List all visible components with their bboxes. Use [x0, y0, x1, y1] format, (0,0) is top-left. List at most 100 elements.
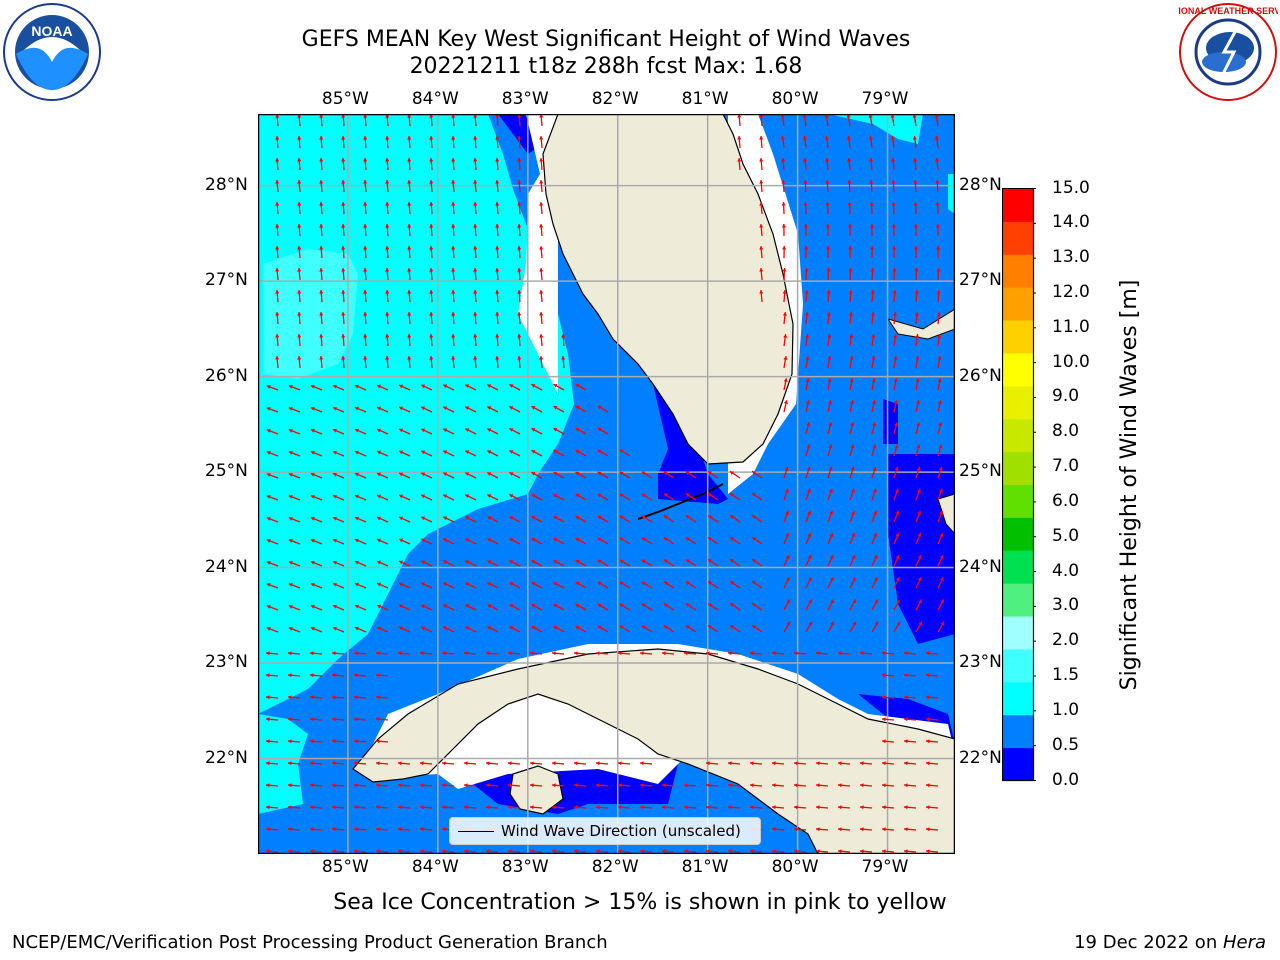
wind-vector: [341, 223, 346, 237]
wind-vector: [871, 444, 877, 457]
wind-vector: [451, 311, 456, 325]
wind-vector: [837, 783, 851, 788]
wind-vector: [827, 422, 833, 435]
wind-vector: [892, 289, 897, 303]
wind-vector: [539, 289, 544, 303]
wind-vector: [397, 849, 411, 854]
wind-vector: [407, 223, 412, 237]
wind-vector: [802, 114, 807, 127]
wind-vector: [595, 849, 609, 854]
wind-vector: [849, 444, 855, 457]
wind-vector: [804, 311, 809, 325]
colorbar-cell: [1002, 254, 1034, 288]
wind-vector: [914, 267, 919, 281]
wind-vector: [934, 136, 939, 149]
wind-vector: [441, 805, 455, 810]
wind-vector: [487, 515, 499, 523]
wind-vector: [539, 245, 544, 259]
wind-vector: [751, 536, 763, 545]
lon-label-top: 82°W: [591, 89, 639, 109]
wind-vector: [893, 466, 899, 479]
wind-vector: [341, 267, 346, 281]
wind-vector: [464, 560, 477, 567]
wind-vector: [553, 493, 565, 501]
wind-vector: [487, 559, 499, 567]
wind-vector: [265, 761, 279, 766]
wind-vector: [287, 783, 301, 788]
wind-vector: [759, 114, 764, 127]
wind-vector: [849, 599, 857, 611]
wind-vector: [495, 333, 500, 347]
wind-vector: [363, 135, 368, 149]
wind-vector: [617, 651, 631, 656]
wind-vector: [805, 378, 810, 391]
wind-vector: [385, 135, 390, 149]
contour-0-0-to-0-5-bahamas: [888, 454, 955, 644]
wind-vector: [827, 532, 834, 545]
wind-vector: [825, 201, 830, 215]
wind-vector: [859, 805, 873, 810]
wind-vector: [803, 201, 808, 215]
wind-vector: [825, 223, 830, 237]
wind-vector: [309, 717, 323, 722]
wind-vector: [619, 493, 631, 501]
wind-vector: [783, 488, 789, 501]
wind-vector: [893, 356, 898, 369]
wind-vector: [407, 157, 412, 171]
land-grand-bahama: [886, 308, 955, 340]
wind-vector: [420, 604, 433, 611]
lat-label-left: 25°N: [205, 461, 248, 482]
wind-vector: [881, 695, 895, 700]
wind-vector: [780, 136, 785, 149]
wind-vector: [419, 651, 433, 656]
wind-vector: [531, 559, 543, 567]
wind-vector: [487, 449, 499, 457]
wind-vector: [407, 355, 412, 369]
wind-vector: [759, 267, 764, 281]
wind-vector: [473, 135, 478, 149]
wind-vector: [332, 626, 345, 633]
colorbar-tick-label: 12.0: [1052, 281, 1090, 302]
wind-vector: [354, 472, 367, 479]
wind-vector: [935, 157, 940, 171]
wind-vector: [265, 783, 279, 788]
wind-vector: [529, 783, 543, 788]
wind-vector: [727, 761, 741, 766]
wind-vector: [749, 805, 763, 810]
wind-vector: [332, 516, 345, 523]
wind-vector: [868, 136, 873, 149]
lon-label-bottom: 82°W: [591, 857, 639, 877]
wind-vector: [288, 582, 301, 589]
wind-vector: [551, 849, 565, 854]
wind-vector: [495, 289, 500, 303]
wind-vector: [848, 267, 853, 281]
wind-vector: [376, 582, 389, 589]
wind-vector: [575, 427, 587, 435]
wind-vector: [473, 333, 478, 347]
wind-vector: [331, 849, 345, 854]
colorbar-cell: [1002, 681, 1034, 716]
wind-vector: [451, 267, 456, 281]
wind-vector: [871, 378, 876, 391]
wind-vector: [507, 761, 521, 766]
wind-vector: [442, 560, 455, 567]
wind-vector: [936, 289, 941, 303]
wind-vectors: [265, 114, 945, 854]
wind-vector: [309, 849, 323, 854]
wind-vector: [375, 651, 389, 656]
wind-vector: [937, 466, 943, 479]
wind-vector: [354, 450, 367, 457]
wind-vector: [332, 560, 345, 567]
wind-vector: [451, 333, 456, 347]
wind-vector: [683, 783, 697, 788]
wind-vector: [485, 805, 499, 810]
wind-vector: [727, 805, 741, 810]
wind-vector: [815, 783, 829, 788]
wind-vector: [737, 135, 742, 149]
colorbar-tick-label: 1.5: [1052, 665, 1080, 686]
wind-vector: [441, 783, 455, 788]
wind-vector: [341, 355, 346, 369]
wind-vector: [575, 471, 587, 479]
wind-vector: [451, 245, 456, 259]
wind-vector: [891, 179, 896, 193]
